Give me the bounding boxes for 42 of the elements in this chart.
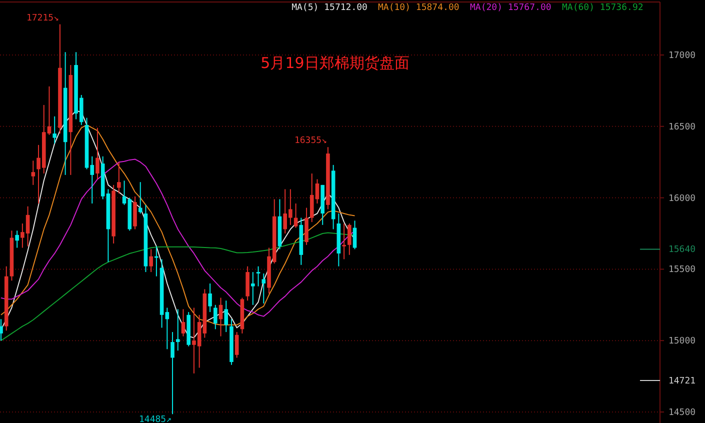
candlestick bbox=[294, 203, 298, 228]
candlestick bbox=[52, 116, 56, 144]
text: MA(20) 15767.00 bbox=[470, 3, 552, 13]
y-tick-label: 14500 bbox=[668, 408, 696, 418]
text: 5月19日郑棉期货盘面 bbox=[260, 54, 410, 72]
candlestick bbox=[342, 222, 346, 260]
annotation: 17215↘ bbox=[26, 13, 59, 24]
text: MA(10) 15874.00 bbox=[378, 3, 460, 13]
annotation: 14485↗ bbox=[139, 415, 172, 423]
candlestick bbox=[138, 182, 142, 214]
candlestick bbox=[154, 246, 158, 277]
candlestick bbox=[208, 282, 212, 313]
candlestick bbox=[117, 162, 121, 194]
candlestick bbox=[262, 272, 266, 304]
candlestick bbox=[214, 304, 218, 330]
candlestick bbox=[31, 160, 36, 186]
candlestick bbox=[348, 222, 352, 256]
ref-line-label: 14721 bbox=[668, 376, 696, 386]
candlestick bbox=[170, 332, 174, 415]
candlestick bbox=[0, 318, 3, 342]
ref-line-label: 15640 bbox=[668, 245, 696, 256]
y-tick-label: 15000 bbox=[668, 336, 696, 347]
candlestick bbox=[224, 300, 228, 333]
candlestick bbox=[176, 308, 180, 352]
candlestick bbox=[96, 127, 100, 180]
candlestick bbox=[165, 307, 170, 350]
candlestick bbox=[256, 266, 260, 287]
line-series bbox=[0, 158, 356, 317]
candlestick bbox=[251, 272, 255, 306]
y-tick-label: 16500 bbox=[668, 122, 696, 132]
candlestick bbox=[149, 248, 153, 273]
candlestick bbox=[352, 220, 357, 250]
text: MA(5) 15712.00 bbox=[292, 3, 368, 13]
y-tick-label: 16000 bbox=[668, 194, 696, 204]
candlestick bbox=[15, 230, 19, 248]
text: MA(60) 15736.92 bbox=[562, 3, 644, 13]
candlestick bbox=[218, 297, 223, 337]
y-tick-label: 17000 bbox=[668, 50, 696, 61]
candlestick bbox=[234, 332, 239, 358]
candlestick bbox=[181, 308, 186, 337]
y-tick-label: 15500 bbox=[668, 265, 696, 276]
annotation: 16355↘ bbox=[294, 136, 327, 146]
